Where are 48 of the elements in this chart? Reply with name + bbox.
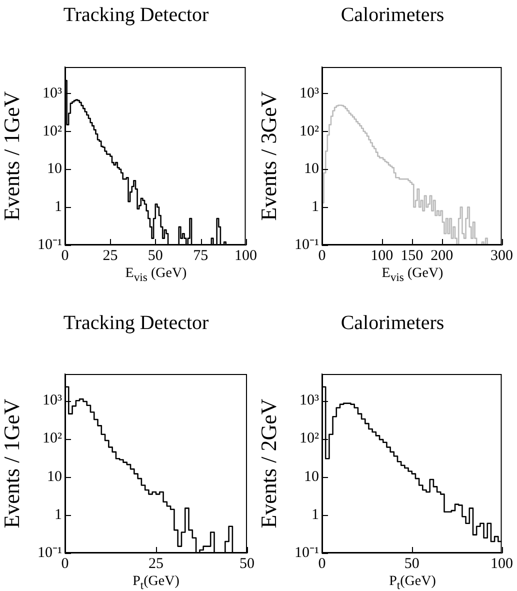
x-tick-label: 25 [148, 556, 164, 572]
y-tick-label: 10² [42, 430, 62, 447]
y-tick-label: 10³ [42, 85, 62, 102]
x-tick-label: 150 [400, 248, 424, 264]
y-tick-label: 10⁻¹ [38, 236, 62, 253]
x-tick-label: 0 [61, 248, 69, 264]
x-tick-label: 50 [404, 556, 420, 572]
y-axis-title: Events / 2GeV [256, 398, 281, 528]
y-tick-label: 10³ [300, 85, 320, 102]
x-tick-label: 0 [318, 248, 326, 264]
y-axis-title: Events / 1GeV [0, 91, 24, 221]
y-tick-label: 10² [300, 123, 320, 140]
y-tick-label: 1 [312, 506, 319, 523]
y-tick-label: 10 [47, 161, 62, 178]
y-tick-label: 1 [54, 506, 62, 523]
x-tick-label: 50 [240, 556, 254, 572]
x-axis-title: P$_{t}$(GeV) [389, 574, 436, 591]
x-tick-label: 100 [490, 556, 513, 572]
x-tick-label: 50 [148, 248, 163, 264]
x-tick-label: 75 [193, 248, 208, 264]
y-tick-label: 10⁻¹ [38, 544, 62, 561]
y-tick-label: 1 [54, 199, 62, 216]
x-tick-label: 100 [370, 248, 394, 264]
y-axis-title: Events / 3GeV [256, 91, 281, 221]
x-tick-label: 200 [430, 248, 454, 264]
y-tick-label: 10⁻¹ [294, 544, 319, 561]
x-tick-label: 300 [490, 248, 513, 264]
y-axis-title: Events / 1GeV [0, 398, 24, 528]
chart-title: Calorimeters [340, 312, 444, 335]
chart-title: Tracking Detector [63, 312, 209, 335]
x-axis-title: P$_{t}$(GeV) [132, 574, 180, 591]
x-axis-title: E$_{vis}$ (GeV) [125, 266, 187, 284]
y-tick-label: 10 [47, 468, 62, 485]
y-tick-label: 10² [42, 123, 62, 140]
chart-title: Calorimeters [340, 4, 444, 27]
y-tick-label: 10 [304, 468, 319, 485]
y-tick-label: 10 [304, 161, 319, 178]
chart-title: Tracking Detector [63, 4, 209, 27]
y-tick-label: 10⁻¹ [294, 236, 319, 253]
y-tick-label: 1 [312, 199, 319, 216]
x-tick-label: 0 [318, 556, 326, 572]
y-tick-label: 10³ [42, 392, 62, 409]
x-axis-title: E$_{vis}$ (GeV) [382, 266, 444, 284]
x-tick-label: 0 [61, 556, 69, 572]
x-tick-label: 25 [102, 248, 118, 264]
y-tick-label: 10² [300, 430, 320, 447]
x-tick-label: 100 [234, 248, 257, 264]
y-tick-label: 10³ [300, 392, 320, 409]
